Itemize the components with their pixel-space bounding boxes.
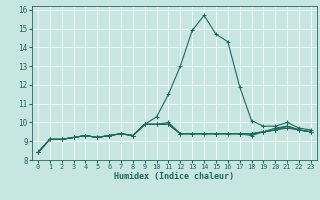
X-axis label: Humidex (Indice chaleur): Humidex (Indice chaleur) <box>115 172 234 181</box>
